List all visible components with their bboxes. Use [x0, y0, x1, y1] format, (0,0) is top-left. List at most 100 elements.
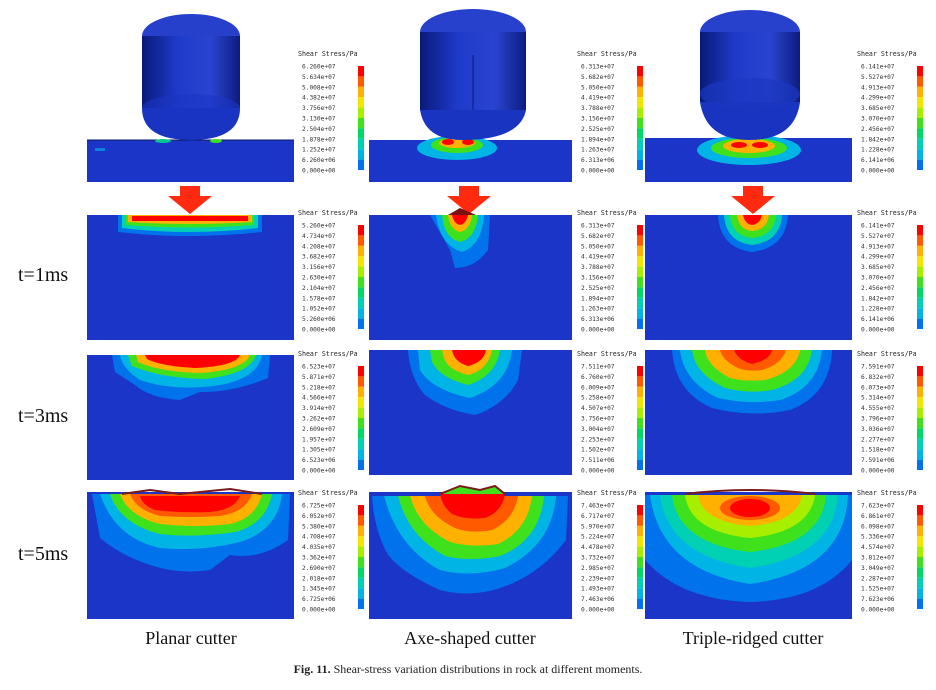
legend-tick-label: 5.008e+07 [302, 84, 336, 91]
legend-tick-label: 3.362e+07 [302, 555, 336, 562]
legend-title: Shear Stress/Pa [577, 50, 637, 58]
legend-tick-label: 1.842e+07 [861, 136, 895, 143]
legend-color-swatch [358, 407, 364, 418]
legend-tick-label: 7.623e+06 [861, 596, 895, 603]
legend-color-swatch [358, 76, 364, 87]
legend-color-swatch [358, 505, 364, 516]
legend-tick-label: 2.239e+07 [581, 575, 615, 582]
legend-tick-label: 5.380e+07 [302, 523, 336, 530]
triple-ridged-cutter-initial-panel [645, 10, 852, 182]
legend-color-swatch [358, 66, 364, 77]
legend-tick-label: 0.000e+00 [581, 607, 615, 614]
legend-color-swatch [358, 386, 364, 398]
legend-color-swatch [358, 149, 364, 160]
legend-tick-label: 3.262e+07 [302, 416, 336, 423]
legend-tick-label: 3.788e+07 [581, 105, 615, 112]
legend-panel: Shear Stress/Pa 6.523e+07 5.871e+07 5.218e+… [298, 350, 364, 475]
legend-color-swatch [917, 515, 923, 526]
legend-color-swatch [917, 438, 923, 450]
legend-color-swatch [358, 128, 364, 139]
color-legends: Shear Stress/Pa 6.260e+07 5.634e+07 5.008e+… [298, 50, 923, 614]
legend-tick-label: 0.000e+00 [581, 327, 615, 334]
legend-color-swatch [358, 577, 364, 589]
legend-color-swatch [358, 245, 364, 257]
legend-tick-label: 4.574e+07 [861, 544, 895, 551]
column-label-axe: Axe-shaped cutter [404, 628, 536, 648]
legend-title: Shear Stress/Pa [577, 489, 637, 497]
legend-tick-label: 0.000e+00 [861, 168, 895, 175]
legend-color-swatch [358, 97, 364, 108]
legend-tick-label: 3.756e+07 [581, 416, 615, 423]
legend-tick-label: 4.419e+07 [581, 95, 615, 102]
legend-color-swatch [917, 287, 923, 298]
legend-tick-label: 3.004e+07 [581, 426, 615, 433]
triple-ridged-cutter-t5-panel [645, 489, 852, 619]
legend-tick-label: 6.141e+06 [861, 316, 895, 323]
legend-panel: Shear Stress/Pa 7.591e+07 6.832e+07 6.073e+… [857, 350, 923, 475]
legend-tick-label: 6.760e+07 [581, 374, 615, 381]
legend-tick-label: 6.141e+06 [861, 157, 895, 164]
legend-color-swatch [637, 386, 643, 398]
legend-tick-label: 0.000e+00 [861, 327, 895, 334]
legend-color-swatch [637, 525, 643, 537]
legend-tick-label: 1.263e+07 [581, 147, 615, 154]
legend-color-swatch [917, 66, 923, 77]
legend-color-swatch [637, 225, 643, 236]
legend-tick-label: 2.287e+07 [861, 575, 895, 582]
legend-color-swatch [358, 418, 364, 429]
legend-tick-label: 6.523e+07 [302, 364, 336, 371]
legend-tick-label: 5.527e+07 [861, 233, 895, 240]
legend-tick-label: 1.957e+07 [302, 436, 336, 443]
legend-tick-label: 5.260e+06 [302, 316, 336, 323]
legend-tick-label: 1.894e+07 [581, 295, 615, 302]
legend-tick-label: 3.685e+07 [861, 105, 895, 112]
legend-tick-label: 3.732e+07 [581, 555, 615, 562]
down-arrow-icon [168, 186, 212, 214]
legend-color-swatch [637, 159, 643, 170]
axe-cutter-initial-panel [369, 9, 572, 182]
legend-tick-label: 6.725e+06 [302, 596, 336, 603]
legend-color-swatch [637, 505, 643, 516]
legend-color-swatch [917, 505, 923, 516]
legend-color-swatch [358, 138, 364, 150]
legend-color-swatch [637, 557, 643, 568]
legend-tick-label: 1.894e+07 [581, 136, 615, 143]
legend-color-swatch [637, 318, 643, 329]
legend-color-swatch [917, 159, 923, 170]
legend-color-swatch [917, 256, 923, 267]
legend-panel: Shear Stress/Pa 6.260e+07 5.634e+07 5.008e+… [298, 50, 364, 175]
legend-color-swatch [917, 297, 923, 309]
legend-color-swatch [637, 245, 643, 257]
legend-color-swatch [637, 107, 643, 118]
caption-prefix: Fig. 11. [293, 662, 331, 676]
legend-title: Shear Stress/Pa [298, 209, 358, 217]
legend-tick-label: 3.812e+07 [861, 555, 895, 562]
legend-tick-label: 4.566e+07 [302, 395, 336, 402]
legend-tick-label: 3.756e+07 [302, 105, 336, 112]
legend-tick-label: 1.052e+07 [302, 306, 336, 313]
legend-color-swatch [358, 397, 364, 408]
legend-tick-label: 0.000e+00 [581, 468, 615, 475]
legend-tick-label: 0.000e+00 [302, 168, 336, 175]
column-label-planar: Planar cutter [145, 628, 237, 648]
legend-color-swatch [917, 598, 923, 609]
legend-title: Shear Stress/Pa [577, 209, 637, 217]
legend-tick-label: 1.525e+07 [861, 586, 895, 593]
legend-tick-label: 5.314e+07 [861, 395, 895, 402]
legend-tick-label: 3.156e+07 [302, 264, 336, 271]
legend-color-swatch [637, 138, 643, 150]
column-label-triple: Triple-ridged cutter [682, 628, 824, 648]
legend-color-swatch [637, 235, 643, 246]
legend-color-swatch [637, 128, 643, 139]
legend-tick-label: 5.682e+07 [581, 233, 615, 240]
legend-tick-label: 2.525e+07 [581, 285, 615, 292]
legend-tick-label: 0.000e+00 [581, 168, 615, 175]
legend-tick-label: 6.260e+07 [302, 64, 336, 71]
triple-ridged-cutter-t1-panel [645, 215, 852, 340]
legend-color-swatch [917, 76, 923, 87]
legend-tick-label: 6.009e+07 [581, 384, 615, 391]
legend-tick-label: 6.313e+07 [581, 64, 615, 71]
legend-tick-label: 4.478e+07 [581, 544, 615, 551]
legend-color-swatch [637, 598, 643, 609]
legend-color-swatch [917, 128, 923, 139]
